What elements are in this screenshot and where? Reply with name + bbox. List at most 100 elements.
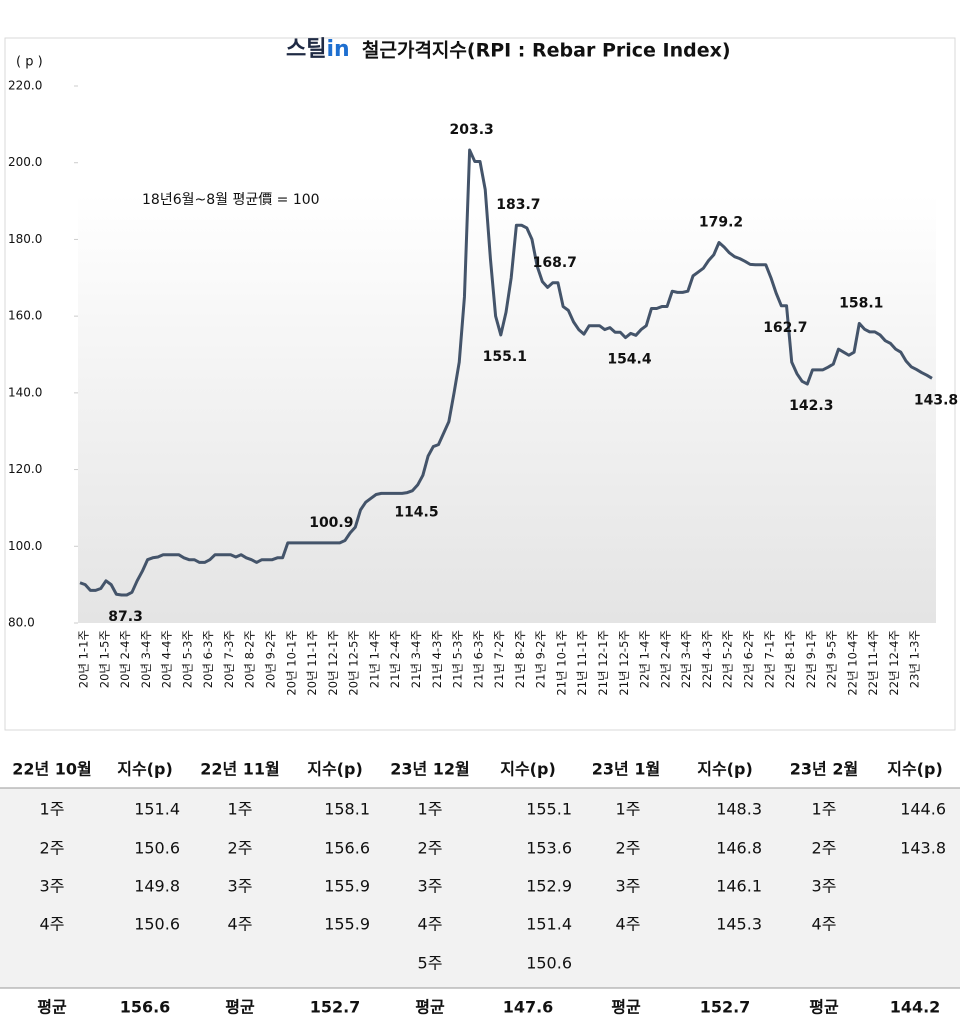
y-tick-label: 120.0 <box>8 462 42 476</box>
x-tick-label: 21년 5-3주 <box>451 630 465 688</box>
table-header: 23년 2월 <box>790 760 858 779</box>
table-footer-cell: 156.6 <box>120 998 171 1017</box>
table-footer-cell: 평균 <box>809 998 839 1017</box>
table-cell: 1주 <box>228 800 253 819</box>
table-cell: 155.1 <box>526 800 572 819</box>
y-tick-label: 160.0 <box>8 309 42 323</box>
x-tick-label: 20년 11-1주 <box>305 630 319 696</box>
x-tick-label: 22년 9-1주 <box>804 630 818 688</box>
data-label: 100.9 <box>309 515 353 531</box>
table-footer-cell: 147.6 <box>503 998 554 1017</box>
table-cell: 155.9 <box>324 877 370 896</box>
table-cell: 4주 <box>228 915 253 934</box>
table-cell: 152.9 <box>526 877 572 896</box>
x-tick-label: 22년 1-4주 <box>638 630 652 688</box>
table-cell: 2주 <box>616 839 641 858</box>
table-cell: 1주 <box>616 800 641 819</box>
x-tick-label: 20년 4-4주 <box>160 630 174 688</box>
x-tick-label: 22년 4-3주 <box>700 630 714 688</box>
table-cell: 2주 <box>812 839 837 858</box>
x-tick-label: 20년 12-1주 <box>326 630 340 696</box>
x-tick-label: 20년 1-5주 <box>97 630 111 688</box>
table-cell: 1주 <box>40 800 65 819</box>
plot-area <box>78 86 936 623</box>
table-cell: 158.1 <box>324 800 370 819</box>
x-tick-label: 20년 9-2주 <box>264 630 278 688</box>
data-label: 183.7 <box>496 197 540 213</box>
table-cell: 2주 <box>228 839 253 858</box>
table-header: 지수(p) <box>887 760 943 779</box>
x-tick-label: 22년 5-2주 <box>721 630 735 688</box>
x-tick-label: 21년 9-2주 <box>534 630 548 688</box>
table-cell: 143.8 <box>900 839 946 858</box>
x-tick-label: 20년 1-1주 <box>77 630 91 688</box>
x-tick-label: 22년 7-1주 <box>762 630 776 688</box>
table-header: 지수(p) <box>117 760 173 779</box>
table-header: 23년 1월 <box>592 760 660 779</box>
table-footer-cell: 평균 <box>37 998 67 1017</box>
y-tick-label: 200.0 <box>8 155 42 169</box>
table-cell: 3주 <box>418 877 443 896</box>
data-label: 158.1 <box>839 295 883 311</box>
x-tick-label: 21년 10-1주 <box>554 630 568 696</box>
table-cell: 151.4 <box>134 800 180 819</box>
table-cell: 4주 <box>418 915 443 934</box>
logo-accent: in <box>326 37 349 62</box>
data-label: 155.1 <box>483 349 527 365</box>
y-tick-label: 100.0 <box>8 539 42 553</box>
table-cell: 148.3 <box>716 800 762 819</box>
table-body-bg <box>0 788 960 988</box>
x-tick-label: 22년 12-4주 <box>887 630 901 696</box>
table-cell: 3주 <box>616 877 641 896</box>
table-footer-cell: 152.7 <box>310 998 361 1017</box>
x-tick-label: 21년 4-3주 <box>430 630 444 688</box>
x-tick-label: 21년 1-4주 <box>367 630 381 688</box>
x-tick-label: 20년 6-3주 <box>201 630 215 688</box>
table-header: 22년 11월 <box>200 760 280 779</box>
y-tick-label: 140.0 <box>8 385 42 399</box>
table-cell: 5주 <box>418 954 443 973</box>
x-tick-label: 20년 8-2주 <box>243 630 257 688</box>
x-tick-label: 20년 5-3주 <box>180 630 194 688</box>
x-tick-label: 21년 7-2주 <box>492 630 506 688</box>
y-tick-label: 80.0 <box>8 616 35 630</box>
table-cell: 146.8 <box>716 839 762 858</box>
table-footer-cell: 평균 <box>611 998 641 1017</box>
data-label: 87.3 <box>108 609 143 625</box>
table-footer-cell: 144.2 <box>890 998 941 1017</box>
table-cell: 149.8 <box>134 877 180 896</box>
data-label: 143.8 <box>914 392 958 408</box>
data-label: 114.5 <box>394 505 438 521</box>
table-cell: 1주 <box>418 800 443 819</box>
table-header: 23년 12월 <box>390 760 470 779</box>
data-label: 142.3 <box>789 398 833 414</box>
table-cell: 150.6 <box>134 915 180 934</box>
table-cell: 150.6 <box>134 839 180 858</box>
data-label: 168.7 <box>533 255 577 271</box>
x-tick-label: 22년 9-5주 <box>825 630 839 688</box>
x-tick-label: 21년 12-1주 <box>596 630 610 696</box>
table-cell: 145.3 <box>716 915 762 934</box>
x-tick-label: 23년 1-3주 <box>908 630 922 688</box>
table-cell: 155.9 <box>324 915 370 934</box>
table-cell: 151.4 <box>526 915 572 934</box>
table-cell: 4주 <box>40 915 65 934</box>
x-tick-label: 21년 12-5주 <box>617 630 631 696</box>
table-header: 지수(p) <box>307 760 363 779</box>
x-tick-label: 22년 8-1주 <box>783 630 797 688</box>
x-tick-label: 21년 6-3주 <box>471 630 485 688</box>
table-header: 지수(p) <box>697 760 753 779</box>
x-tick-label: 21년 8-2주 <box>513 630 527 688</box>
chart-title: 철근가격지수(RPI : Rebar Price Index) <box>362 40 731 62</box>
table-cell: 144.6 <box>900 800 946 819</box>
table-cell: 3주 <box>812 877 837 896</box>
x-tick-label: 21년 2-4주 <box>388 630 402 688</box>
table-cell: 4주 <box>616 915 641 934</box>
x-tick-label: 20년 12-5주 <box>347 630 361 696</box>
table-cell: 2주 <box>40 839 65 858</box>
table-cell: 153.6 <box>526 839 572 858</box>
y-axis-label: ( p ) <box>16 55 43 70</box>
x-tick-label: 21년 3-4주 <box>409 630 423 688</box>
table-footer-cell: 평균 <box>225 998 255 1017</box>
